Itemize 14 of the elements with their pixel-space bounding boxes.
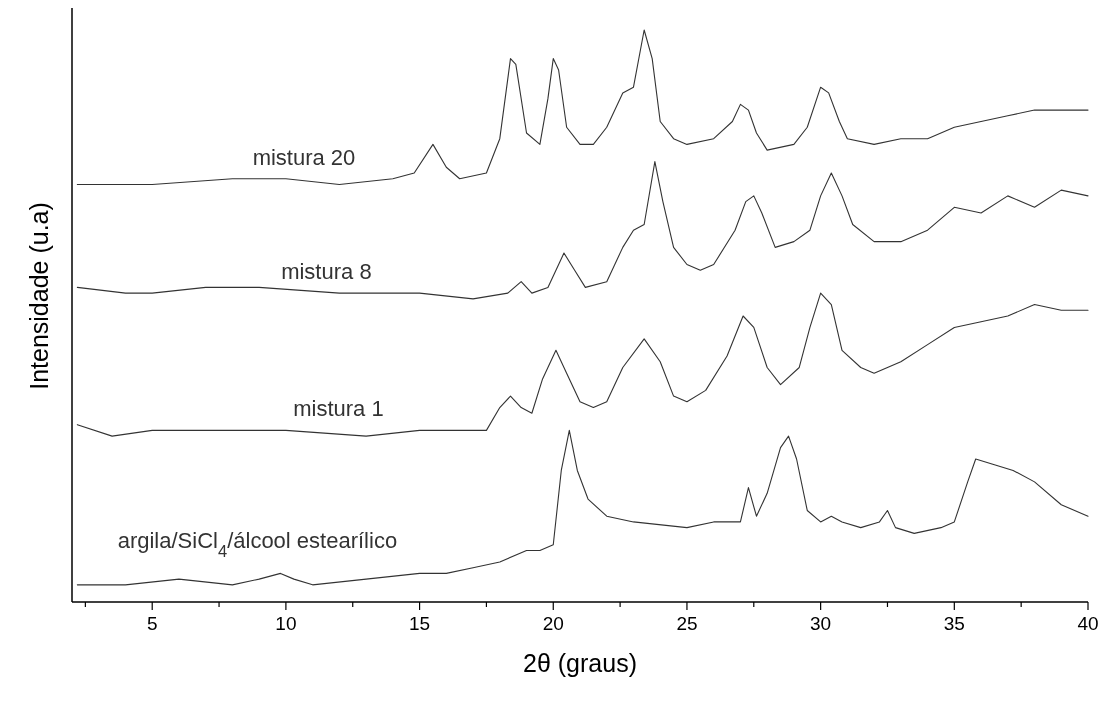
x-tick-label: 20 bbox=[542, 613, 564, 634]
x-tick-label: 35 bbox=[943, 613, 965, 634]
x-tick-label: 10 bbox=[275, 613, 297, 634]
x-tick-label: 15 bbox=[409, 613, 431, 634]
x-tick-label: 40 bbox=[1077, 613, 1099, 634]
series-label: mistura 8 bbox=[281, 259, 372, 285]
series-label: mistura 1 bbox=[293, 396, 384, 422]
x-tick-label: 25 bbox=[676, 613, 698, 634]
x-tick-label: 5 bbox=[146, 613, 158, 634]
y-axis-title: Intensidade (u.a) bbox=[25, 202, 53, 390]
series-label: mistura 20 bbox=[252, 144, 356, 170]
series-label: argila/SiCl$_{4}$/álcool estearílico bbox=[117, 527, 398, 560]
x-tick-label: 30 bbox=[810, 613, 832, 634]
x-axis-title: 2θ (graus) bbox=[523, 649, 637, 677]
